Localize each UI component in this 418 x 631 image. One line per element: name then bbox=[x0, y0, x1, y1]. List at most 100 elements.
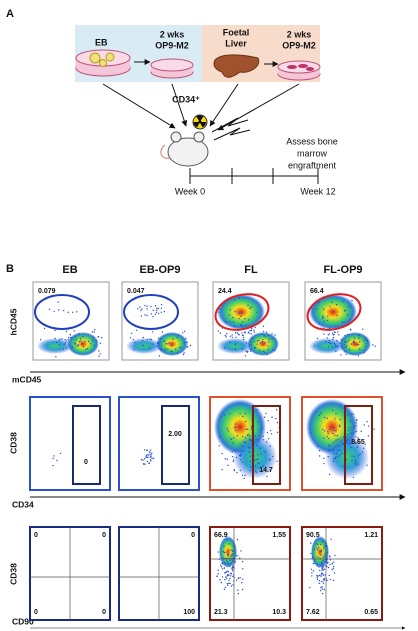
event bbox=[178, 346, 181, 349]
event bbox=[316, 574, 318, 577]
event bbox=[320, 573, 323, 576]
event bbox=[336, 434, 338, 437]
event bbox=[328, 444, 331, 446]
event bbox=[327, 561, 329, 564]
event bbox=[234, 348, 236, 350]
event bbox=[315, 308, 317, 310]
event bbox=[334, 445, 337, 448]
event bbox=[228, 543, 230, 545]
event bbox=[146, 449, 149, 451]
event bbox=[262, 435, 264, 438]
event bbox=[141, 308, 143, 310]
event bbox=[321, 566, 323, 568]
event bbox=[54, 329, 56, 332]
event bbox=[343, 343, 346, 346]
y-axis-label: hCD45 bbox=[8, 308, 18, 335]
event bbox=[135, 329, 138, 331]
event bbox=[333, 441, 335, 444]
event bbox=[222, 550, 224, 553]
event bbox=[311, 307, 313, 310]
event bbox=[267, 334, 270, 337]
event bbox=[318, 301, 320, 304]
quadrant-value: 7.62 bbox=[306, 609, 320, 616]
eb-dish bbox=[75, 49, 131, 77]
event bbox=[77, 344, 80, 347]
event bbox=[253, 329, 255, 331]
event bbox=[150, 453, 152, 456]
event bbox=[320, 586, 322, 589]
event bbox=[309, 586, 311, 589]
event bbox=[258, 339, 260, 342]
event bbox=[318, 580, 321, 582]
event bbox=[327, 315, 329, 317]
event bbox=[352, 341, 355, 343]
event bbox=[157, 337, 160, 339]
event bbox=[226, 427, 228, 430]
gate bbox=[34, 294, 90, 330]
event bbox=[347, 320, 350, 323]
event bbox=[245, 324, 247, 327]
event bbox=[334, 418, 336, 420]
event bbox=[250, 428, 253, 431]
event bbox=[221, 568, 224, 570]
event bbox=[322, 569, 325, 571]
event bbox=[363, 349, 366, 352]
event bbox=[180, 346, 182, 349]
quadrant-value: 100 bbox=[183, 609, 195, 616]
event bbox=[242, 445, 244, 448]
event bbox=[76, 311, 78, 313]
event bbox=[353, 337, 356, 339]
event bbox=[73, 330, 75, 332]
event bbox=[91, 331, 93, 333]
event bbox=[357, 355, 360, 357]
event bbox=[317, 556, 319, 558]
event bbox=[164, 348, 167, 350]
event bbox=[318, 566, 320, 568]
event bbox=[223, 588, 226, 590]
event bbox=[149, 459, 152, 461]
event bbox=[327, 566, 330, 569]
event bbox=[332, 432, 334, 435]
event bbox=[141, 339, 144, 342]
event bbox=[230, 556, 232, 558]
event bbox=[244, 355, 247, 357]
event bbox=[263, 335, 265, 337]
event bbox=[319, 412, 322, 415]
event bbox=[64, 338, 66, 341]
event bbox=[223, 414, 225, 416]
event bbox=[352, 476, 355, 479]
event bbox=[162, 348, 164, 351]
event bbox=[334, 434, 336, 437]
event bbox=[181, 332, 184, 334]
event bbox=[130, 332, 133, 334]
event bbox=[169, 351, 172, 353]
event bbox=[363, 424, 365, 426]
event bbox=[231, 336, 234, 339]
event bbox=[346, 333, 349, 336]
event bbox=[350, 432, 352, 434]
event bbox=[310, 552, 312, 555]
event bbox=[144, 304, 146, 307]
event bbox=[328, 473, 331, 476]
event bbox=[256, 438, 259, 441]
event bbox=[329, 305, 331, 308]
event bbox=[239, 577, 241, 579]
event bbox=[154, 304, 157, 307]
event bbox=[341, 452, 343, 455]
event bbox=[142, 459, 144, 461]
event bbox=[352, 413, 354, 416]
event bbox=[357, 445, 359, 447]
event bbox=[254, 326, 257, 329]
event bbox=[309, 428, 311, 430]
event bbox=[271, 333, 273, 335]
event bbox=[149, 451, 151, 454]
event bbox=[345, 440, 348, 442]
event bbox=[339, 440, 342, 443]
event bbox=[224, 586, 227, 588]
event bbox=[323, 457, 325, 460]
event bbox=[321, 572, 324, 574]
event bbox=[358, 348, 361, 350]
event bbox=[53, 455, 55, 457]
event bbox=[235, 429, 237, 432]
event bbox=[368, 425, 370, 427]
